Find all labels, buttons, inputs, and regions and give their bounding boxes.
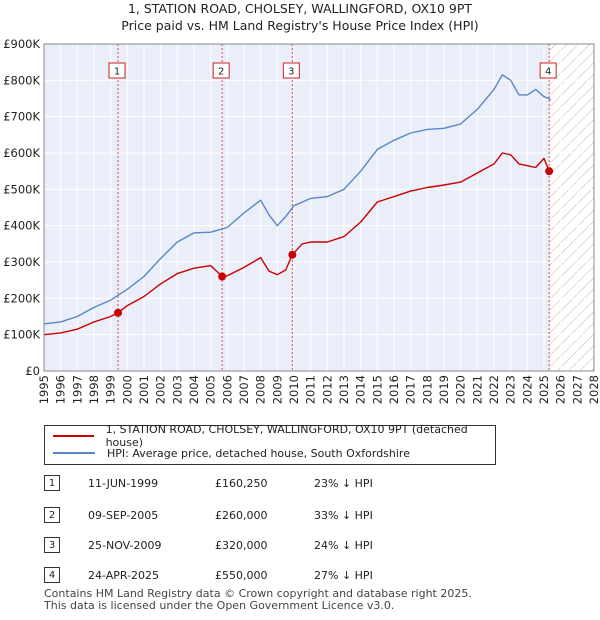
- chart-title: 1, STATION ROAD, CHOLSEY, WALLINGFORD, O…: [0, 0, 600, 34]
- x-tick-label: 2020: [454, 375, 468, 404]
- y-tick-label: £600K: [3, 146, 40, 160]
- x-tick-label: 2026: [554, 375, 568, 404]
- x-tick-label: 2018: [420, 375, 434, 404]
- y-tick-label: £800K: [3, 73, 40, 87]
- x-tick-label: 2011: [304, 375, 318, 404]
- y-tick-label: £400K: [3, 219, 40, 233]
- chart-title-line2: Price paid vs. HM Land Registry's House …: [121, 18, 479, 33]
- sale-point: [218, 272, 227, 281]
- price-chart: £0 £100K £200K £300K £400K £500K £600K £700K £80…: [3, 37, 600, 404]
- x-tick-label: 2003: [170, 375, 184, 404]
- y-tick-label: £300K: [3, 255, 40, 269]
- legend-swatch-hpi: [53, 452, 95, 454]
- y-tick-label: £200K: [3, 291, 40, 305]
- x-tick-label: 2015: [370, 375, 384, 404]
- x-tick-label: 2024: [520, 375, 534, 404]
- y-tick-label: £0: [25, 364, 40, 378]
- y-tick-label: £700K: [3, 110, 40, 124]
- footer-copyright: Contains HM Land Registry data © Crown c…: [44, 587, 472, 600]
- future-hatch: [549, 44, 594, 371]
- legend-item-hpi: HPI: Average price, detached house, Sout…: [53, 445, 410, 461]
- sale-hpi-diff: 27% ↓ HPI: [314, 569, 373, 582]
- sale-price: £160,250: [215, 477, 268, 490]
- x-tick-label: 1998: [87, 375, 101, 404]
- x-tick-label: 1995: [37, 375, 51, 404]
- x-tick-label: 2016: [387, 375, 401, 404]
- sale-date: 09-SEP-2005: [88, 509, 159, 522]
- sale-row: 4 24-APR-2025 £550,000 27% ↓ HPI: [44, 566, 544, 586]
- sale-price: £260,000: [215, 509, 268, 522]
- sale-label-box: [212, 62, 230, 79]
- sale-hpi-diff: 33% ↓ HPI: [314, 509, 373, 522]
- legend-label-hpi: HPI: Average price, detached house, Sout…: [107, 446, 410, 460]
- sale-number-badge: 1: [44, 475, 60, 491]
- sale-number-badge: 2: [44, 507, 60, 523]
- sale-point: [288, 250, 297, 259]
- plot-area: [44, 44, 594, 371]
- x-tick-label: 2014: [354, 375, 368, 404]
- sale-row: 2 09-SEP-2005 £260,000 33% ↓ HPI: [44, 506, 544, 526]
- x-tick-label: 2002: [154, 375, 168, 404]
- footer-licence: This data is licensed under the Open Gov…: [44, 599, 395, 612]
- x-tick-label: 2027: [570, 375, 584, 404]
- hpi-series-line: [43, 74, 552, 325]
- x-tick-label: 1999: [104, 375, 118, 404]
- legend-swatch-property: [53, 435, 94, 437]
- x-tick-label: 2022: [487, 375, 501, 404]
- y-tick-label: £500K: [3, 182, 40, 196]
- sale-label-number: 2: [218, 67, 224, 78]
- sale-label-number: 1: [114, 67, 120, 78]
- x-tick-label: 2021: [470, 375, 484, 404]
- sale-row: 3 25-NOV-2009 £320,000 24% ↓ HPI: [44, 536, 544, 556]
- y-tick-label: £100K: [3, 328, 40, 342]
- x-tick-label: 2000: [120, 375, 134, 404]
- x-tick-label: 2025: [537, 375, 551, 404]
- x-tick-label: 2010: [287, 375, 301, 404]
- legend: 1, STATION ROAD, CHOLSEY, WALLINGFORD, O…: [44, 423, 496, 465]
- x-tick-label: 2017: [404, 375, 418, 404]
- x-tick-label: 2028: [587, 375, 600, 404]
- sale-date: 24-APR-2025: [88, 569, 160, 582]
- sale-number-badge: 4: [44, 567, 60, 583]
- plot-frame: [43, 43, 595, 372]
- sale-number-badge: 3: [44, 537, 60, 553]
- sale-date: 25-NOV-2009: [88, 539, 162, 552]
- sale-hpi-diff: 23% ↓ HPI: [314, 477, 373, 490]
- legend-item-property: 1, STATION ROAD, CHOLSEY, WALLINGFORD, O…: [53, 423, 495, 449]
- x-tick-label: 2005: [204, 375, 218, 404]
- x-tick-label: 2009: [270, 375, 284, 404]
- x-tick-label: 2023: [504, 375, 518, 404]
- property-series-line: [43, 152, 552, 336]
- sale-point: [545, 167, 554, 176]
- y-tick-label: £900K: [3, 37, 40, 51]
- legend-label-property: 1, STATION ROAD, CHOLSEY, WALLINGFORD, O…: [105, 423, 468, 449]
- x-tick-label: 2019: [437, 375, 451, 404]
- sale-hpi-diff: 24% ↓ HPI: [314, 539, 373, 552]
- sale-label-number: 4: [545, 67, 551, 78]
- x-tick-label: 2007: [237, 375, 251, 404]
- sale-label-number: 3: [288, 67, 294, 78]
- x-tick-label: 1997: [70, 375, 84, 404]
- sale-label-box: [282, 62, 300, 79]
- footer: Contains HM Land Registry data © Crown c…: [44, 588, 472, 612]
- x-tick-label: 2006: [220, 375, 234, 404]
- chart-title-line1: 1, STATION ROAD, CHOLSEY, WALLINGFORD, O…: [127, 1, 473, 16]
- x-tick-label: 1996: [54, 375, 68, 404]
- x-tick-label: 2004: [187, 375, 201, 404]
- sale-price: £550,000: [215, 569, 268, 582]
- x-tick-label: 2012: [320, 375, 334, 404]
- sale-label-box: [108, 62, 126, 79]
- sale-point: [114, 308, 122, 317]
- sale-label-box: [539, 62, 557, 79]
- sale-row: 1 11-JUN-1999 £160,250 23% ↓ HPI: [44, 474, 544, 494]
- sale-price: £320,000: [215, 539, 268, 552]
- x-tick-label: 2008: [254, 375, 268, 404]
- x-tick-label: 2001: [137, 375, 151, 404]
- sale-date: 11-JUN-1999: [88, 477, 159, 490]
- x-tick-label: 2013: [337, 375, 351, 404]
